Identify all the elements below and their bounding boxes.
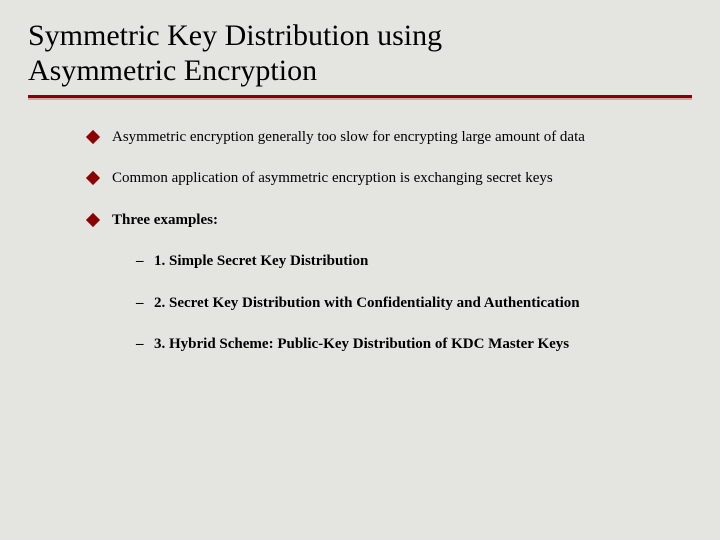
bullet-text: Asymmetric encryption generally too slow… (112, 128, 585, 148)
content-area: Asymmetric encryption generally too slow… (28, 100, 692, 355)
dash-icon: – (136, 294, 148, 314)
slide-title: Symmetric Key Distribution using Asymmet… (28, 18, 692, 89)
bullet-text: Three examples: (112, 211, 218, 231)
title-line-1: Symmetric Key Distribution using (28, 19, 442, 52)
dash-icon: – (136, 252, 148, 272)
sub-bullet-text: 3. Hybrid Scheme: Public-Key Distributio… (154, 335, 569, 355)
slide: Symmetric Key Distribution using Asymmet… (0, 0, 720, 540)
sub-bullet-text: 1. Simple Secret Key Distribution (154, 252, 368, 272)
sub-bullet-item: – 3. Hybrid Scheme: Public-Key Distribut… (136, 335, 692, 355)
sub-bullet-item: – 1. Simple Secret Key Distribution (136, 252, 692, 272)
bullet-text: Common application of asymmetric encrypt… (112, 169, 553, 189)
bullet-item: Asymmetric encryption generally too slow… (88, 128, 692, 148)
bullet-item: Common application of asymmetric encrypt… (88, 169, 692, 189)
bullet-item: Three examples: (88, 211, 692, 231)
diamond-icon (86, 213, 100, 227)
sub-bullet-list: – 1. Simple Secret Key Distribution – 2.… (88, 252, 692, 355)
diamond-icon (86, 171, 100, 185)
diamond-icon (86, 130, 100, 144)
title-line-2: Asymmetric Encryption (28, 54, 317, 87)
dash-icon: – (136, 335, 148, 355)
sub-bullet-text: 2. Secret Key Distribution with Confiden… (154, 294, 580, 314)
sub-bullet-item: – 2. Secret Key Distribution with Confid… (136, 294, 692, 314)
